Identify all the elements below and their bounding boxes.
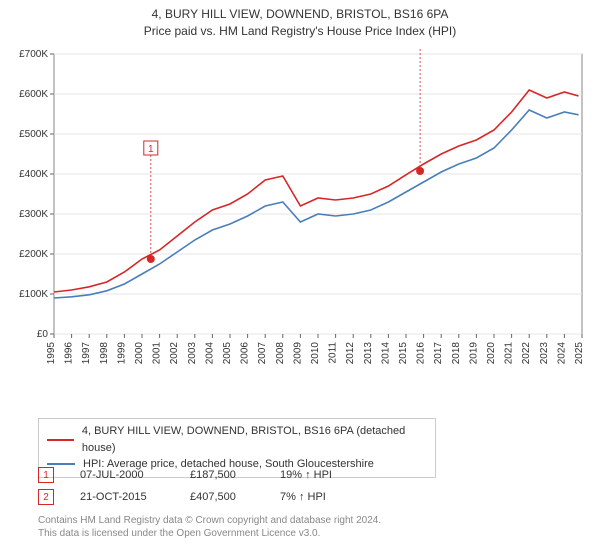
svg-text:2014: 2014 bbox=[380, 342, 391, 365]
svg-text:2016: 2016 bbox=[416, 342, 427, 365]
sale-marker-1-num: 2 bbox=[43, 492, 49, 503]
svg-text:2024: 2024 bbox=[556, 342, 567, 365]
svg-text:2007: 2007 bbox=[257, 342, 268, 365]
svg-text:2002: 2002 bbox=[169, 342, 180, 365]
svg-text:£500K: £500K bbox=[19, 129, 48, 140]
title-block: 4, BURY HILL VIEW, DOWNEND, BRISTOL, BS1… bbox=[0, 0, 600, 40]
svg-text:1998: 1998 bbox=[99, 342, 110, 365]
sale-delta-1: 7% ↑ HPI bbox=[280, 491, 370, 503]
sales-table: 1 07-JUL-2000 £187,500 19% ↑ HPI 2 21-OC… bbox=[38, 464, 370, 508]
svg-text:1996: 1996 bbox=[64, 342, 75, 365]
title-line-1: 4, BURY HILL VIEW, DOWNEND, BRISTOL, BS1… bbox=[0, 6, 600, 23]
svg-text:2018: 2018 bbox=[451, 342, 462, 365]
svg-text:£100K: £100K bbox=[19, 289, 48, 300]
svg-text:2022: 2022 bbox=[521, 342, 532, 365]
svg-text:2023: 2023 bbox=[539, 342, 550, 365]
legend-swatch-0 bbox=[47, 439, 74, 441]
footer: Contains HM Land Registry data © Crown c… bbox=[38, 514, 381, 540]
title-line-2: Price paid vs. HM Land Registry's House … bbox=[0, 23, 600, 40]
svg-text:2000: 2000 bbox=[134, 342, 145, 365]
svg-text:1: 1 bbox=[148, 144, 154, 155]
svg-text:2021: 2021 bbox=[504, 342, 515, 365]
svg-text:£0: £0 bbox=[37, 329, 49, 340]
sale-price-0: £187,500 bbox=[190, 469, 280, 481]
svg-text:2006: 2006 bbox=[240, 342, 251, 365]
svg-text:2025: 2025 bbox=[574, 342, 585, 365]
svg-text:2001: 2001 bbox=[152, 342, 163, 365]
svg-text:2013: 2013 bbox=[363, 342, 374, 365]
svg-text:2009: 2009 bbox=[292, 342, 303, 365]
svg-text:2012: 2012 bbox=[345, 342, 356, 365]
legend-label-0: 4, BURY HILL VIEW, DOWNEND, BRISTOL, BS1… bbox=[82, 423, 427, 456]
svg-text:£700K: £700K bbox=[19, 49, 48, 60]
sale-price-1: £407,500 bbox=[190, 491, 280, 503]
chart-container: 4, BURY HILL VIEW, DOWNEND, BRISTOL, BS1… bbox=[0, 0, 600, 560]
legend-row-0: 4, BURY HILL VIEW, DOWNEND, BRISTOL, BS1… bbox=[47, 423, 427, 456]
sale-delta-0: 19% ↑ HPI bbox=[280, 469, 370, 481]
svg-text:2010: 2010 bbox=[310, 342, 321, 365]
svg-text:2004: 2004 bbox=[204, 342, 215, 365]
svg-text:1995: 1995 bbox=[46, 342, 57, 365]
svg-text:2019: 2019 bbox=[468, 342, 479, 365]
chart: £0 £100K £200K £300K £400K £500K £600K £700K 199… bbox=[10, 48, 590, 378]
svg-text:£600K: £600K bbox=[19, 89, 48, 100]
sale-date-0: 07-JUL-2000 bbox=[80, 469, 190, 481]
svg-text:2005: 2005 bbox=[222, 342, 233, 365]
svg-text:£200K: £200K bbox=[19, 249, 48, 260]
chart-svg: £0 £100K £200K £300K £400K £500K £600K £700K 199… bbox=[10, 48, 590, 378]
sale-marker-0: 1 bbox=[38, 467, 54, 483]
svg-text:2020: 2020 bbox=[486, 342, 497, 365]
svg-text:2008: 2008 bbox=[275, 342, 286, 365]
sale-row-0: 1 07-JUL-2000 £187,500 19% ↑ HPI bbox=[38, 464, 370, 486]
sale-row-1: 2 21-OCT-2015 £407,500 7% ↑ HPI bbox=[38, 486, 370, 508]
svg-text:1997: 1997 bbox=[81, 342, 92, 365]
svg-text:£300K: £300K bbox=[19, 209, 48, 220]
svg-text:2015: 2015 bbox=[398, 342, 409, 365]
svg-text:£400K: £400K bbox=[19, 169, 48, 180]
svg-text:1999: 1999 bbox=[116, 342, 127, 365]
sale-marker-1: 2 bbox=[38, 489, 54, 505]
svg-text:2011: 2011 bbox=[328, 342, 339, 364]
sale-marker-0-num: 1 bbox=[43, 470, 49, 481]
sale-date-1: 21-OCT-2015 bbox=[80, 491, 190, 503]
svg-text:2003: 2003 bbox=[187, 342, 198, 365]
footer-line-2: This data is licensed under the Open Gov… bbox=[38, 527, 381, 540]
svg-text:2017: 2017 bbox=[433, 342, 444, 365]
footer-line-1: Contains HM Land Registry data © Crown c… bbox=[38, 514, 381, 527]
